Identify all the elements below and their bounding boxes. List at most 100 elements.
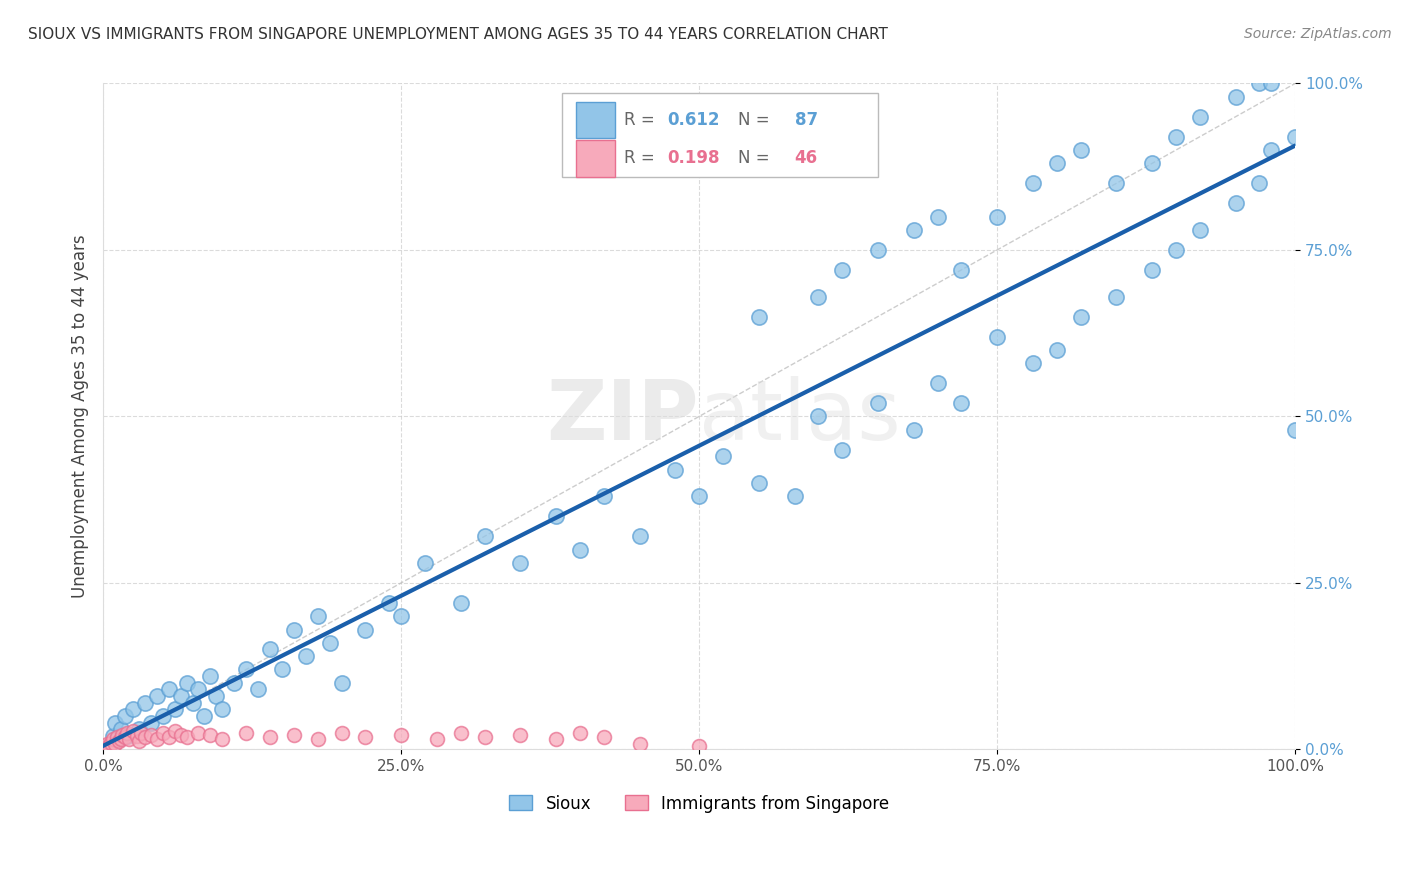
Point [986, 210, 1008, 224]
Point [354, 731, 377, 745]
Point [91, 742, 114, 756]
Bar [576, 102, 614, 138]
Point [474, 731, 496, 745]
Point [294, 649, 316, 664]
Point [866, 243, 889, 257]
Point [354, 623, 377, 637]
Text: R =: R = [624, 112, 659, 129]
Point [807, 289, 830, 303]
Point [122, 723, 145, 738]
Point [152, 725, 174, 739]
Point [139, 715, 162, 730]
Point [688, 739, 710, 753]
Text: ZIP: ZIP [547, 376, 699, 457]
Point [200, 669, 222, 683]
Point [1249, 77, 1271, 91]
Point [101, 729, 124, 743]
Point [98, 739, 121, 753]
Point [1225, 89, 1247, 103]
Point [1022, 177, 1045, 191]
Point [1249, 177, 1271, 191]
Point [950, 263, 973, 277]
Point [1022, 356, 1045, 370]
Point [1070, 310, 1092, 324]
Point [91, 739, 114, 753]
Point [1046, 156, 1069, 170]
Point [1046, 343, 1069, 357]
Point [271, 663, 294, 677]
Point [114, 709, 136, 723]
Point [378, 596, 401, 610]
Bar [576, 140, 614, 177]
Point [98, 739, 121, 753]
Point [1260, 77, 1282, 91]
Point [831, 442, 853, 457]
Point [592, 731, 614, 745]
Point [211, 732, 233, 747]
Text: R =: R = [624, 149, 659, 168]
Point [211, 702, 233, 716]
Point [235, 725, 257, 739]
Point [330, 725, 353, 739]
Point [866, 396, 889, 410]
Point [568, 725, 591, 739]
Text: 0.612: 0.612 [666, 112, 720, 129]
Text: SIOUX VS IMMIGRANTS FROM SINGAPORE UNEMPLOYMENT AMONG AGES 35 TO 44 YEARS CORREL: SIOUX VS IMMIGRANTS FROM SINGAPORE UNEMP… [28, 27, 889, 42]
Point [450, 725, 472, 739]
Point [389, 728, 412, 742]
Point [474, 529, 496, 543]
Point [389, 609, 412, 624]
Point [205, 689, 228, 703]
Text: Source: ZipAtlas.com: Source: ZipAtlas.com [1244, 27, 1392, 41]
Point [193, 709, 215, 723]
Point [122, 702, 145, 716]
Point [283, 728, 305, 742]
Point [1164, 129, 1187, 144]
Point [128, 734, 150, 748]
Point [169, 728, 191, 742]
Point [1140, 156, 1163, 170]
Point [509, 728, 531, 742]
Point [94, 741, 117, 756]
Point [110, 732, 132, 747]
Point [134, 696, 156, 710]
Point [664, 463, 686, 477]
Point [157, 731, 180, 745]
Text: 46: 46 [794, 149, 818, 168]
Point [114, 731, 136, 745]
Point [129, 725, 152, 739]
Point [1188, 110, 1211, 124]
Point [259, 731, 281, 745]
Point [1284, 129, 1306, 144]
Point [146, 689, 169, 703]
Point [318, 636, 340, 650]
Point [176, 675, 198, 690]
Point [927, 376, 949, 391]
Point [509, 556, 531, 570]
Point [104, 715, 127, 730]
Point [96, 737, 118, 751]
Text: atlas: atlas [699, 376, 901, 457]
Point [100, 736, 122, 750]
Point [330, 675, 353, 690]
Point [413, 556, 436, 570]
Y-axis label: Unemployment Among Ages 35 to 44 years: Unemployment Among Ages 35 to 44 years [72, 235, 89, 599]
Point [307, 609, 329, 624]
Point [107, 731, 129, 745]
Point [187, 725, 209, 739]
Point [1070, 143, 1092, 157]
Point [903, 223, 925, 237]
Point [259, 642, 281, 657]
Point [118, 732, 141, 747]
Text: 87: 87 [794, 112, 818, 129]
Point [104, 737, 127, 751]
Point [568, 542, 591, 557]
Point [125, 729, 148, 743]
Point [134, 731, 156, 745]
Point [169, 689, 191, 703]
Point [986, 329, 1008, 343]
Point [283, 623, 305, 637]
Point [1140, 263, 1163, 277]
Point [1105, 177, 1128, 191]
Point [903, 423, 925, 437]
